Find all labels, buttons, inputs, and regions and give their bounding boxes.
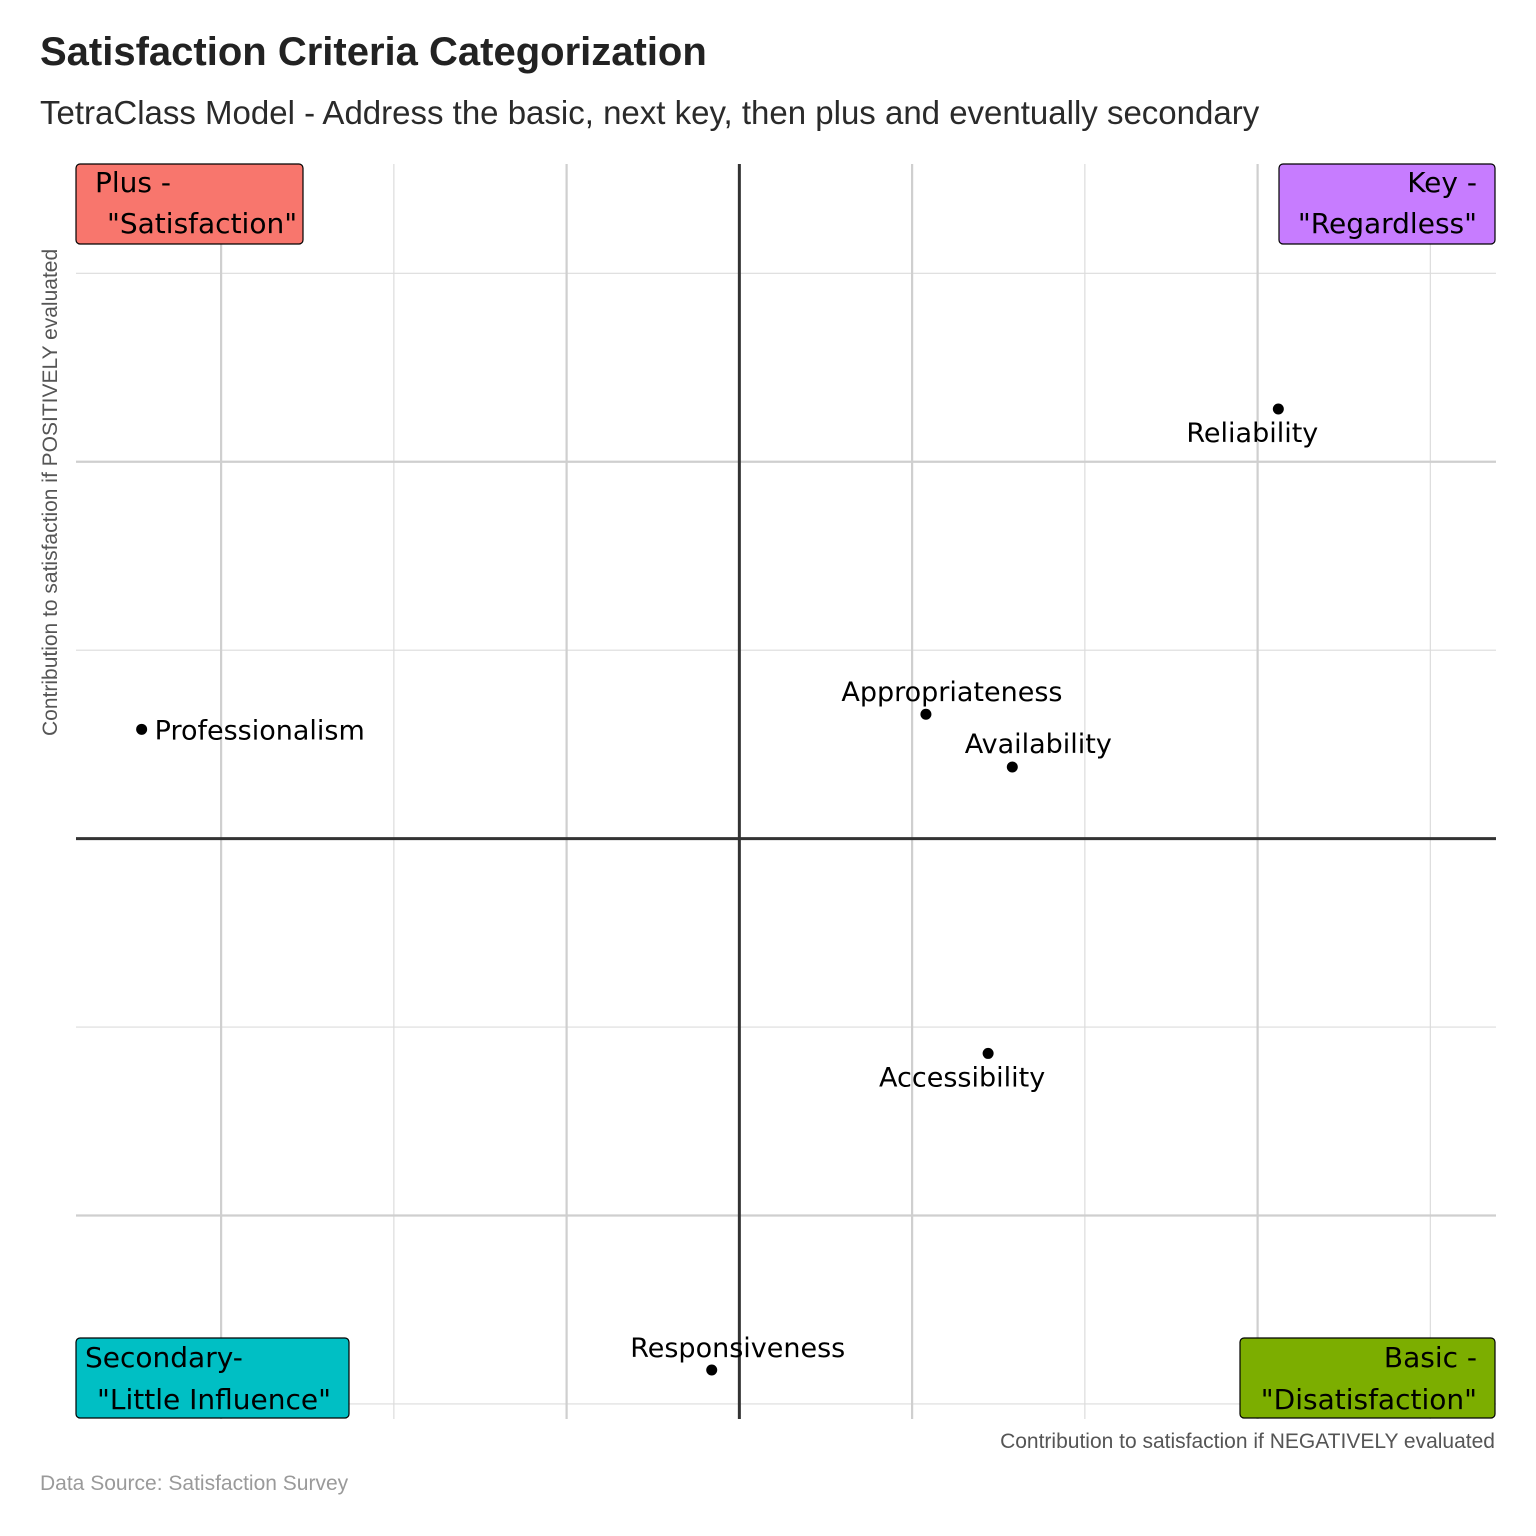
point-accessibility [982,1047,994,1059]
chart-subtitle: TetraClass Model - Address the basic, ne… [40,94,1260,131]
point-label-availability: Availability [965,729,1112,760]
quadrant-secondary-box [75,1337,350,1419]
point-availability [1006,761,1018,773]
point-responsiveness [706,1364,718,1376]
point-label-reliability: Reliability [1186,418,1318,449]
point-label-appropriateness: Appropriateness [841,677,1062,708]
quadrant-secondary-label-line1: Secondary- [85,1341,243,1374]
quadrant-plus-label-line2: "Satisfaction" [107,207,297,240]
data-source-caption: Data Source: Satisfaction Survey [40,1472,349,1495]
point-appropriateness [920,708,932,720]
quadrant-basic-label-line2: "Disatisfaction" [1261,1383,1477,1416]
point-label-accessibility: Accessibility [879,1062,1045,1093]
quadrant-secondary-label-line2: "Little Influence" [97,1383,331,1416]
quadrant-plus-box [75,163,304,245]
quadrant-key-label-line1: Key - [1407,166,1477,199]
point-label-professionalism: Professionalism [155,715,365,746]
quadrant-basic-box [1239,1337,1496,1419]
quadrant-plus-label-line1: Plus - [95,166,171,199]
chart-title: Satisfaction Criteria Categorization [40,30,707,74]
point-reliability [1272,403,1284,415]
quadrant-key-box [1278,163,1496,245]
point-label-responsiveness: Responsiveness [630,1333,845,1364]
point-professionalism [136,723,148,735]
quadrant-key-label-line2: "Regardless" [1298,207,1477,240]
x-axis-label: Contribution to satisfaction if NEGATIVE… [1000,1430,1495,1453]
quadrant-basic-label-line1: Basic - [1384,1341,1477,1374]
